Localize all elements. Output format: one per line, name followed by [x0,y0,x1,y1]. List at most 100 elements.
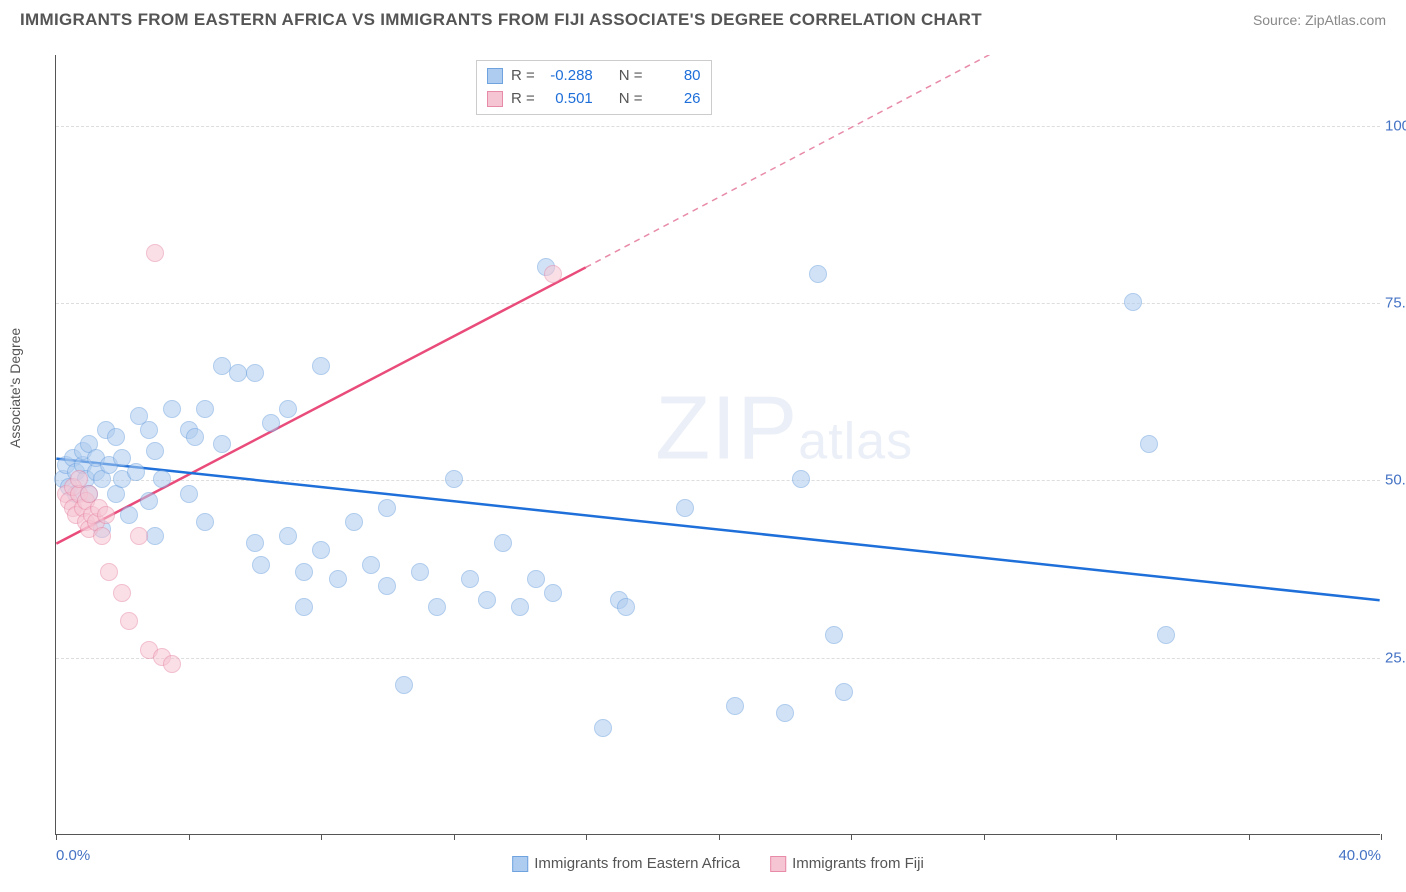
legend-bottom: Immigrants from Eastern Africa Immigrants… [512,855,924,872]
data-point [180,485,198,503]
data-point [428,598,446,616]
legend-item: Immigrants from Fiji [770,855,924,872]
xtick [1381,834,1382,840]
data-point [312,357,330,375]
data-point [163,655,181,673]
watermark-main: ZIP [655,378,798,478]
data-point [196,400,214,418]
gridline [56,480,1380,481]
data-point [113,584,131,602]
data-point [146,527,164,545]
data-point [776,704,794,722]
data-point [835,683,853,701]
data-point [279,527,297,545]
ytick-label: 50.0% [1385,472,1406,489]
data-point [445,470,463,488]
data-point [362,556,380,574]
stats-n-label: N = [619,88,643,111]
data-point [1124,293,1142,311]
data-point [617,598,635,616]
plot-area: ZIPatlas 25.0%50.0%75.0%100.0% 0.0%40.0%… [55,55,1380,835]
data-point [113,449,131,467]
data-point [213,357,231,375]
data-point [97,506,115,524]
xtick [56,834,57,840]
data-point [329,570,347,588]
regression-line [56,267,585,543]
data-point [461,570,479,588]
data-point [494,534,512,552]
stats-r-label: R = [511,65,535,88]
stats-n-label: N = [619,65,643,88]
stats-r-value: -0.288 [543,65,593,88]
data-point [726,697,744,715]
ytick-label: 75.0% [1385,295,1406,312]
data-point [544,584,562,602]
stats-row: R = 0.501 N = 26 [487,88,701,111]
data-point [279,400,297,418]
data-point [544,265,562,283]
xtick [321,834,322,840]
data-point [378,499,396,517]
source-label: Source: ZipAtlas.com [1253,12,1386,28]
data-point [262,414,280,432]
xtick [851,834,852,840]
stats-n-value: 80 [651,65,701,88]
stats-legend-box: R = -0.288 N = 80 R = 0.501 N = 26 [476,60,712,115]
y-axis-label: Associate's Degree [7,328,23,448]
data-point [246,364,264,382]
data-point [229,364,247,382]
xtick [454,834,455,840]
data-point [246,534,264,552]
chart-title: IMMIGRANTS FROM EASTERN AFRICA VS IMMIGR… [20,10,982,30]
data-point [478,591,496,609]
legend-swatch [487,91,503,107]
data-point [163,400,181,418]
data-point [146,442,164,460]
gridline [56,658,1380,659]
data-point [594,719,612,737]
data-point [252,556,270,574]
watermark: ZIPatlas [655,377,913,480]
data-point [100,563,118,581]
xtick-label: 40.0% [1338,847,1381,864]
data-point [140,492,158,510]
xtick [189,834,190,840]
data-point [146,244,164,262]
data-point [153,470,171,488]
title-bar: IMMIGRANTS FROM EASTERN AFRICA VS IMMIGR… [20,10,1386,30]
xtick [586,834,587,840]
watermark-sub: atlas [798,412,913,470]
xtick [1249,834,1250,840]
data-point [186,428,204,446]
data-point [312,541,330,559]
data-point [1140,435,1158,453]
gridline [56,126,1380,127]
data-point [395,676,413,694]
legend-item: Immigrants from Eastern Africa [512,855,740,872]
data-point [1157,626,1175,644]
data-point [120,506,138,524]
stats-r-value: 0.501 [543,88,593,111]
xtick-label: 0.0% [56,847,90,864]
data-point [127,463,145,481]
stats-n-value: 26 [651,88,701,111]
data-point [676,499,694,517]
data-point [93,527,111,545]
data-point [378,577,396,595]
data-point [527,570,545,588]
data-point [140,421,158,439]
stats-r-label: R = [511,88,535,111]
data-point [345,513,363,531]
data-point [213,435,231,453]
data-point [809,265,827,283]
legend-swatch [487,68,503,84]
xtick [719,834,720,840]
data-point [196,513,214,531]
ytick-label: 100.0% [1385,117,1406,134]
data-point [792,470,810,488]
data-point [107,428,125,446]
data-point [295,598,313,616]
data-point [295,563,313,581]
legend-label: Immigrants from Fiji [792,855,924,872]
